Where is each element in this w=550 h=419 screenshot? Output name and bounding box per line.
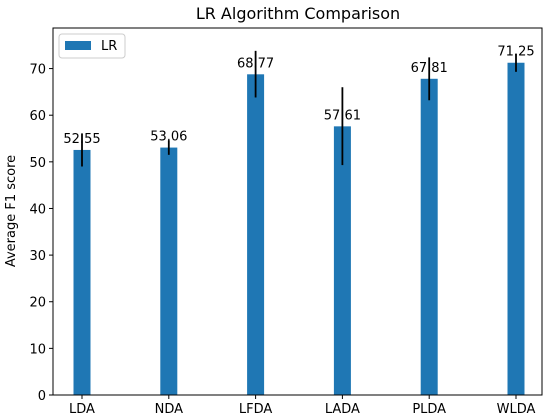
bar-lfda bbox=[247, 74, 265, 396]
x-tick-label-plda: PLDA bbox=[412, 402, 446, 417]
legend-label-lr: LR bbox=[101, 39, 117, 54]
bar-lda bbox=[73, 149, 91, 395]
error-bars-group bbox=[81, 50, 517, 167]
x-tick-label-wlda: WLDA bbox=[497, 402, 536, 417]
data-label-plda: 67.81 bbox=[411, 61, 448, 76]
y-tick-label-20: 20 bbox=[29, 296, 46, 311]
plot-frame bbox=[52, 27, 543, 396]
y-tick-label-10: 10 bbox=[29, 342, 46, 357]
y-tick-label-70: 70 bbox=[29, 63, 46, 78]
y-tick-label-60: 60 bbox=[29, 109, 46, 124]
y-tick-label-30: 30 bbox=[29, 249, 46, 264]
legend-swatch-lr bbox=[65, 41, 91, 50]
bar-plda bbox=[420, 78, 438, 395]
bar-nda bbox=[160, 147, 178, 395]
bars-group bbox=[73, 62, 525, 396]
data-label-lfda: 68.77 bbox=[237, 56, 274, 71]
y-axis: 0 10 20 30 40 50 60 70 bbox=[29, 63, 53, 404]
data-labels-group: 52.55 53.06 68.77 57.61 67.81 71.25 bbox=[63, 45, 534, 147]
bar-wlda bbox=[507, 62, 525, 395]
data-label-wlda: 71.25 bbox=[497, 45, 534, 60]
x-tick-label-lda: LDA bbox=[69, 402, 95, 417]
x-tick-label-nda: NDA bbox=[155, 402, 184, 417]
y-tick-label-40: 40 bbox=[29, 202, 46, 217]
y-tick-label-0: 0 bbox=[38, 389, 46, 404]
legend-frame bbox=[58, 33, 126, 59]
legend: LR bbox=[58, 33, 126, 59]
x-tick-label-lada: LADA bbox=[325, 402, 360, 417]
chart-title: LR Algorithm Comparison bbox=[196, 4, 400, 23]
x-tick-label-lfda: LFDA bbox=[239, 402, 273, 417]
data-label-lada: 57.61 bbox=[324, 108, 361, 123]
data-label-lda: 52.55 bbox=[63, 132, 100, 147]
y-axis-label: Average F1 score bbox=[4, 155, 19, 267]
bar-lada bbox=[333, 126, 351, 395]
data-label-nda: 53.06 bbox=[150, 130, 187, 145]
x-axis: LDA NDA LFDA LADA PLDA WLDA bbox=[69, 395, 535, 417]
y-tick-label-50: 50 bbox=[29, 156, 46, 171]
